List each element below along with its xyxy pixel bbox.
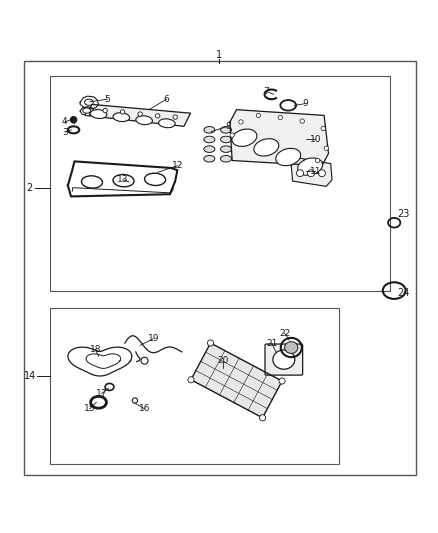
Text: 1: 1 xyxy=(216,51,222,60)
Ellipse shape xyxy=(221,156,231,162)
Text: 23: 23 xyxy=(397,209,409,219)
Circle shape xyxy=(155,114,160,118)
Circle shape xyxy=(239,120,243,124)
Circle shape xyxy=(318,169,325,177)
Text: 14: 14 xyxy=(24,371,36,381)
Circle shape xyxy=(259,415,265,421)
Ellipse shape xyxy=(204,126,215,133)
Circle shape xyxy=(71,117,77,123)
Text: 12: 12 xyxy=(172,161,183,170)
Ellipse shape xyxy=(285,342,298,353)
Circle shape xyxy=(208,340,214,346)
Ellipse shape xyxy=(113,112,130,122)
Ellipse shape xyxy=(232,129,257,147)
Ellipse shape xyxy=(298,158,322,175)
Text: 6: 6 xyxy=(163,95,170,104)
Circle shape xyxy=(279,378,285,384)
Text: 21: 21 xyxy=(266,338,277,348)
Ellipse shape xyxy=(221,146,231,152)
Circle shape xyxy=(300,119,304,123)
Text: 3: 3 xyxy=(62,127,68,136)
Circle shape xyxy=(297,169,304,177)
Circle shape xyxy=(85,111,90,116)
Text: 7: 7 xyxy=(263,87,269,96)
Ellipse shape xyxy=(204,136,215,143)
Ellipse shape xyxy=(90,110,107,118)
Circle shape xyxy=(103,108,107,113)
Text: 18: 18 xyxy=(90,345,101,354)
Circle shape xyxy=(278,115,283,120)
Circle shape xyxy=(188,377,194,383)
Text: 16: 16 xyxy=(139,405,150,414)
Circle shape xyxy=(230,133,234,138)
Polygon shape xyxy=(291,158,332,187)
Ellipse shape xyxy=(204,156,215,162)
Ellipse shape xyxy=(204,146,215,152)
Bar xyxy=(50,76,390,290)
Text: 13: 13 xyxy=(117,175,128,184)
Bar xyxy=(24,61,416,474)
Circle shape xyxy=(173,115,177,119)
FancyBboxPatch shape xyxy=(265,344,303,375)
Ellipse shape xyxy=(83,108,91,113)
Text: 8: 8 xyxy=(225,122,231,131)
Text: 11: 11 xyxy=(310,166,321,175)
Text: 19: 19 xyxy=(148,334,159,343)
Circle shape xyxy=(307,169,314,177)
Text: 24: 24 xyxy=(397,288,409,298)
Circle shape xyxy=(315,158,320,163)
Bar xyxy=(50,308,339,464)
Circle shape xyxy=(321,126,325,131)
Polygon shape xyxy=(68,161,177,197)
Circle shape xyxy=(256,113,261,118)
Ellipse shape xyxy=(136,116,152,125)
Text: 10: 10 xyxy=(310,135,321,144)
Ellipse shape xyxy=(85,99,93,106)
Polygon shape xyxy=(85,104,191,126)
Text: 17: 17 xyxy=(96,389,107,398)
Ellipse shape xyxy=(273,350,295,369)
Ellipse shape xyxy=(254,139,279,156)
Text: 20: 20 xyxy=(218,356,229,365)
Text: 15: 15 xyxy=(84,405,95,414)
Ellipse shape xyxy=(276,148,300,166)
Circle shape xyxy=(138,112,142,116)
Text: 5: 5 xyxy=(104,95,110,104)
Circle shape xyxy=(324,146,328,150)
Polygon shape xyxy=(230,110,328,166)
Text: 4: 4 xyxy=(62,117,67,126)
Ellipse shape xyxy=(221,126,231,133)
Text: 2: 2 xyxy=(27,183,33,192)
Ellipse shape xyxy=(159,119,175,128)
Circle shape xyxy=(120,110,125,114)
Ellipse shape xyxy=(221,136,231,143)
Text: 22: 22 xyxy=(279,328,290,337)
Text: 9: 9 xyxy=(303,99,309,108)
Polygon shape xyxy=(191,343,282,418)
